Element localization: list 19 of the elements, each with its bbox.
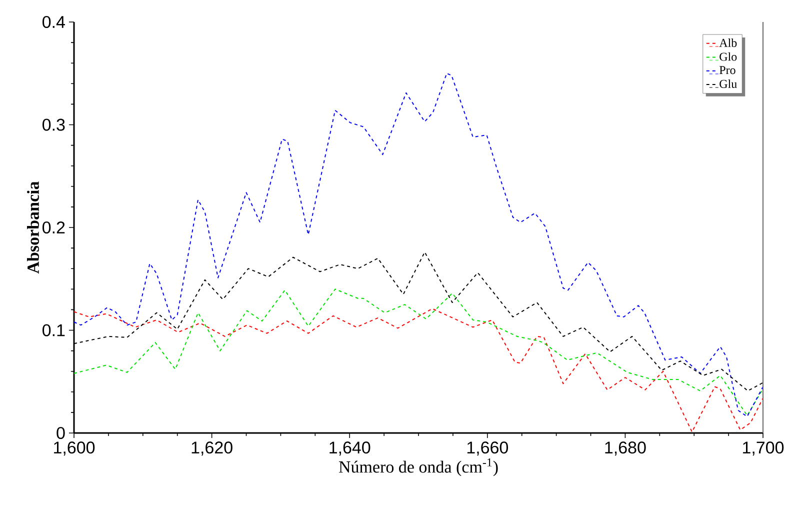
y-axis-title: Absorbancia [27,181,39,274]
legend-label: Glu [720,80,737,88]
y-tick-label: 0.1 [42,324,65,336]
legend-label: Pro [719,66,736,74]
line-series [74,288,764,416]
legend-label: Alb [719,38,737,47]
y-tick-label: 0 [56,426,65,440]
x-tick-label: 1,600 [54,442,95,456]
x-tick-label: 1,700 [743,442,784,456]
x-axis-title: Número de onda (cm$^{-1}$) [338,458,498,476]
y-tick-label: 0.4 [42,16,65,28]
line-series [74,72,764,418]
y-tick-label: 0.3 [42,118,65,131]
x-tick-label: 1,620 [192,442,232,456]
legend-label: Glo [720,52,737,61]
x-tick-label: 1,660 [467,442,508,456]
y-tick-label: 0.2 [42,221,65,234]
x-tick-label: 1,680 [605,442,646,456]
x-tick-label: 1,640 [330,442,370,456]
